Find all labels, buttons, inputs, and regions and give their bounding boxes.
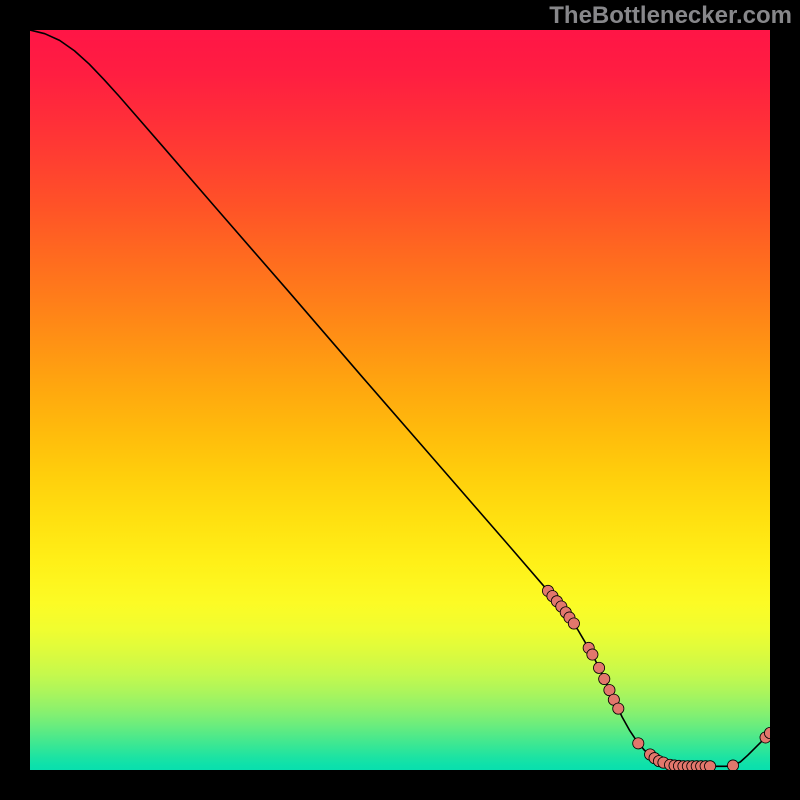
data-point bbox=[613, 703, 624, 714]
data-point bbox=[704, 761, 715, 770]
watermark-text: TheBottlenecker.com bbox=[549, 4, 792, 28]
chart-overlay bbox=[30, 30, 770, 770]
data-point bbox=[727, 760, 738, 770]
data-point bbox=[568, 618, 579, 629]
data-point bbox=[599, 673, 610, 684]
bottleneck-curve bbox=[30, 30, 770, 766]
plot-area bbox=[30, 30, 770, 770]
stage: TheBottlenecker.com bbox=[0, 0, 800, 800]
data-point bbox=[593, 662, 604, 673]
data-point bbox=[633, 738, 644, 749]
data-point bbox=[587, 649, 598, 660]
data-markers bbox=[542, 585, 770, 770]
